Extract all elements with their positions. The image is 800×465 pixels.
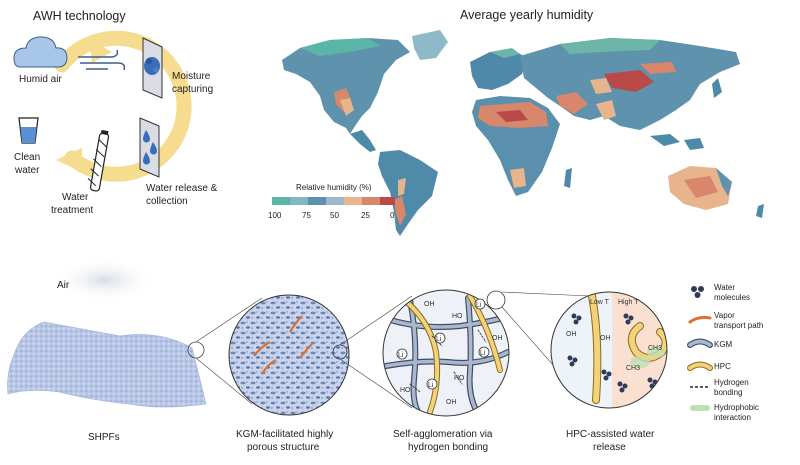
agglomeration-panel: Li Li Li Li Li OH HO OH HO OH HO [382, 289, 510, 417]
li-label-5: Li [476, 302, 482, 309]
zoom-spot-3 [486, 290, 506, 310]
moisture-label-1: Moisture [172, 71, 211, 82]
panel3-label-1: HPC-assisted water [566, 429, 655, 440]
hydrophobic-icon [690, 405, 710, 411]
air-label: Air [57, 280, 70, 291]
release-panel-icon [139, 117, 160, 178]
humidity-tick-100: 100 [268, 211, 282, 220]
shpf-fabric [7, 321, 207, 408]
awh-panel: AWH technology Humid air Moisture captur… [13, 9, 218, 216]
panel2-label-2: hydrogen bonding [408, 442, 488, 453]
humidity-legend-title: Relative humidity (%) [296, 183, 372, 192]
filter-icon [87, 129, 110, 192]
li-label-3: Li [480, 350, 486, 357]
process-panel: Air SHPFs KGM-facilitated highly [7, 258, 668, 453]
clean-label-2: water [14, 165, 40, 176]
wind-icon [78, 49, 126, 71]
ho-label-1: HO [452, 313, 463, 320]
shpf-label: SHPFs [88, 432, 120, 443]
legend-vapor-2: transport path [714, 321, 763, 330]
legend-hbond-2: bonding [714, 388, 742, 397]
cycle-arrow-left [56, 148, 82, 172]
high-t-label: High T [618, 299, 639, 306]
legend-water-2: molecules [714, 293, 750, 302]
ch3-label-1: CH3 [626, 365, 640, 372]
air-cloud [53, 258, 157, 302]
humid-air-label: Humid air [19, 74, 62, 85]
cloud-icon [13, 36, 68, 68]
panel3-label-2: release [593, 442, 626, 453]
humidity-tick-50: 50 [330, 211, 339, 220]
release-label-1: Water release & [146, 183, 218, 194]
humidity-tick-25: 25 [361, 211, 370, 220]
humidity-tick-0: 0 [390, 211, 395, 220]
panel1-label-1: KGM-facilitated highly [236, 429, 333, 440]
legend-kgm: KGM [714, 340, 733, 349]
li-label-4: Li [428, 382, 434, 389]
ch3-label-2: CH3 [648, 345, 662, 352]
oh-label-5: OH [600, 335, 611, 342]
panel1-label-2: porous structure [247, 442, 320, 453]
vapor-arrows [253, 315, 313, 375]
low-t-label: Low T [590, 299, 610, 306]
li-label-1: Li [398, 352, 404, 359]
li-ions [396, 298, 490, 390]
cup-icon [18, 117, 39, 144]
oh-label-1: OH [424, 301, 435, 308]
vapor-path-icon [688, 316, 712, 324]
treatment-label-1: Water [62, 192, 89, 203]
moisture-label-2: capturing [172, 84, 213, 95]
ho-label-3: HO [454, 375, 465, 382]
clean-label-1: Clean [14, 152, 40, 163]
li-label-2: Li [436, 336, 442, 343]
legend-water-1: Water [714, 283, 735, 292]
legend-hpc: HPC [714, 362, 731, 371]
world-map [282, 30, 764, 236]
cycle-ring [54, 30, 192, 182]
legend-vapor-1: Vapor [714, 311, 735, 320]
legend-hbond-1: Hydrogen [714, 378, 749, 387]
awh-title: AWH technology [33, 9, 126, 23]
ho-label-2: HO [400, 387, 411, 394]
map-title: Average yearly humidity [460, 8, 594, 22]
legend-hydro-2: interaction [714, 413, 751, 422]
map-panel: Average yearly humidity [268, 8, 764, 236]
release-label-2: collection [146, 196, 188, 207]
release-panel: Low T High T OH OH CH3 CH3 [550, 291, 668, 409]
legend-hydro-1: Hydrophobic [714, 403, 759, 412]
panel2-label-1: Self-agglomeration via [393, 429, 493, 440]
capture-panel-icon [142, 37, 163, 99]
oh-label-2: OH [492, 335, 503, 342]
humidity-tick-75: 75 [302, 211, 311, 220]
humidity-scale [272, 197, 395, 205]
oh-label-4: OH [566, 331, 577, 338]
treatment-label-2: treatment [51, 205, 93, 216]
water-molecule-icon [691, 286, 704, 298]
porous-panel [228, 294, 350, 416]
oh-label-3: OH [446, 399, 457, 406]
legend-panel: Water molecules Vapor transport path KGM… [687, 283, 763, 422]
